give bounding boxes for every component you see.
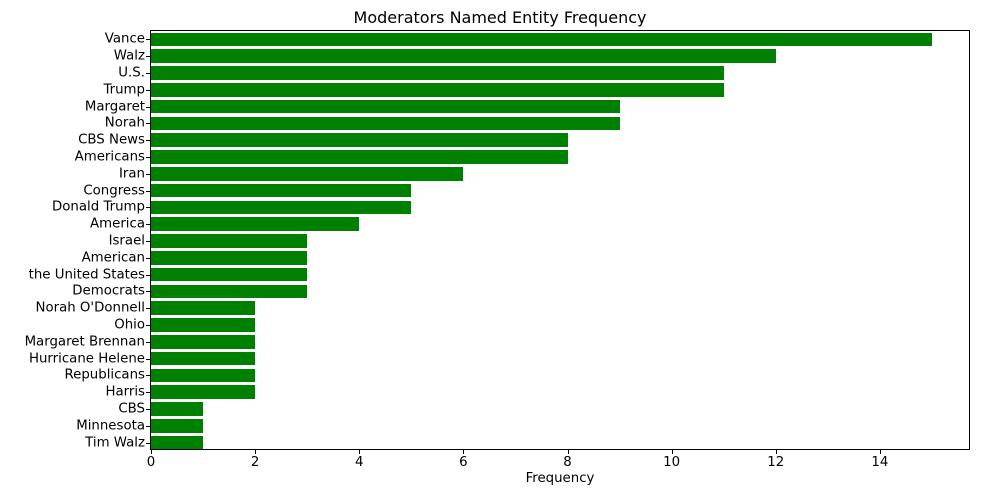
bar (151, 436, 203, 449)
y-tick-label: Minnesota (76, 418, 145, 433)
x-tick-mark (880, 449, 881, 454)
y-tick-mark (146, 39, 151, 40)
y-tick-mark (146, 392, 151, 393)
y-tick-label: Ohio (114, 318, 145, 333)
bar (151, 100, 620, 113)
bar (151, 133, 568, 146)
y-tick-label: Democrats (72, 284, 145, 299)
x-tick-label: 14 (871, 455, 888, 470)
bar (151, 352, 255, 365)
y-tick-mark (146, 325, 151, 326)
y-tick-mark (146, 157, 151, 158)
y-tick-label: Iran (119, 166, 145, 181)
y-tick-label: Margaret (85, 99, 145, 114)
x-tick-label: 10 (663, 455, 680, 470)
y-tick-mark (146, 107, 151, 108)
y-tick-mark (146, 342, 151, 343)
y-tick-label: Trump (103, 82, 145, 97)
y-tick-mark (146, 207, 151, 208)
bar (151, 234, 307, 247)
bar (151, 83, 724, 96)
y-tick-mark (146, 241, 151, 242)
y-tick-label: the United States (29, 267, 145, 282)
bar (151, 33, 932, 46)
x-axis-label: Frequency (151, 471, 969, 486)
y-tick-label: U.S. (118, 66, 145, 81)
y-tick-mark (146, 426, 151, 427)
x-tick-mark (776, 449, 777, 454)
x-tick-mark (672, 449, 673, 454)
bar (151, 66, 724, 79)
bar (151, 201, 411, 214)
y-tick-mark (146, 90, 151, 91)
bar (151, 251, 307, 264)
x-tick-label: 0 (147, 455, 155, 470)
y-tick-mark (146, 275, 151, 276)
y-tick-label: Norah O'Donnell (35, 301, 145, 316)
x-tick-mark (151, 449, 152, 454)
y-tick-label: Israel (109, 234, 145, 249)
bar (151, 49, 776, 62)
y-tick-mark (146, 443, 151, 444)
y-tick-mark (146, 174, 151, 175)
y-tick-mark (146, 73, 151, 74)
y-tick-mark (146, 375, 151, 376)
y-tick-mark (146, 224, 151, 225)
y-tick-label: Walz (114, 49, 145, 64)
y-tick-mark (146, 258, 151, 259)
y-tick-mark (146, 56, 151, 57)
y-tick-label: CBS News (78, 133, 145, 148)
bar (151, 402, 203, 415)
y-tick-label: Donald Trump (52, 200, 145, 215)
y-tick-mark (146, 409, 151, 410)
chart-title: Moderators Named Entity Frequency (0, 8, 1000, 27)
y-tick-label: Tim Walz (85, 435, 145, 450)
y-tick-label: Vance (105, 32, 145, 47)
bar (151, 318, 255, 331)
y-tick-label: CBS (118, 402, 145, 417)
x-tick-label: 6 (459, 455, 467, 470)
y-tick-mark (146, 123, 151, 124)
bar (151, 385, 255, 398)
x-tick-mark (255, 449, 256, 454)
y-tick-mark (146, 191, 151, 192)
bar (151, 369, 255, 382)
bar (151, 268, 307, 281)
bar (151, 419, 203, 432)
bar (151, 184, 411, 197)
bar (151, 285, 307, 298)
x-tick-label: 2 (251, 455, 259, 470)
y-tick-label: Harris (105, 385, 145, 400)
bar (151, 301, 255, 314)
y-tick-mark (146, 308, 151, 309)
bar (151, 335, 255, 348)
x-tick-mark (568, 449, 569, 454)
y-tick-mark (146, 140, 151, 141)
y-tick-mark (146, 359, 151, 360)
figure: Moderators Named Entity Frequency Freque… (0, 0, 1000, 500)
y-tick-mark (146, 291, 151, 292)
x-tick-label: 12 (767, 455, 784, 470)
x-tick-label: 8 (563, 455, 571, 470)
bar (151, 217, 359, 230)
y-tick-label: Hurricane Helene (29, 351, 145, 366)
y-tick-label: Norah (105, 116, 145, 131)
y-tick-label: Americans (75, 150, 145, 165)
bar (151, 150, 568, 163)
y-tick-label: Congress (83, 183, 145, 198)
x-tick-label: 4 (355, 455, 363, 470)
x-tick-mark (359, 449, 360, 454)
bar (151, 167, 463, 180)
y-tick-label: American (82, 250, 145, 265)
y-tick-label: Margaret Brennan (25, 334, 145, 349)
y-tick-label: America (90, 217, 145, 232)
plot-area: Frequency VanceWalzU.S.TrumpMargaretNora… (150, 30, 970, 450)
bar (151, 117, 620, 130)
x-tick-mark (463, 449, 464, 454)
y-tick-label: Republicans (64, 368, 145, 383)
